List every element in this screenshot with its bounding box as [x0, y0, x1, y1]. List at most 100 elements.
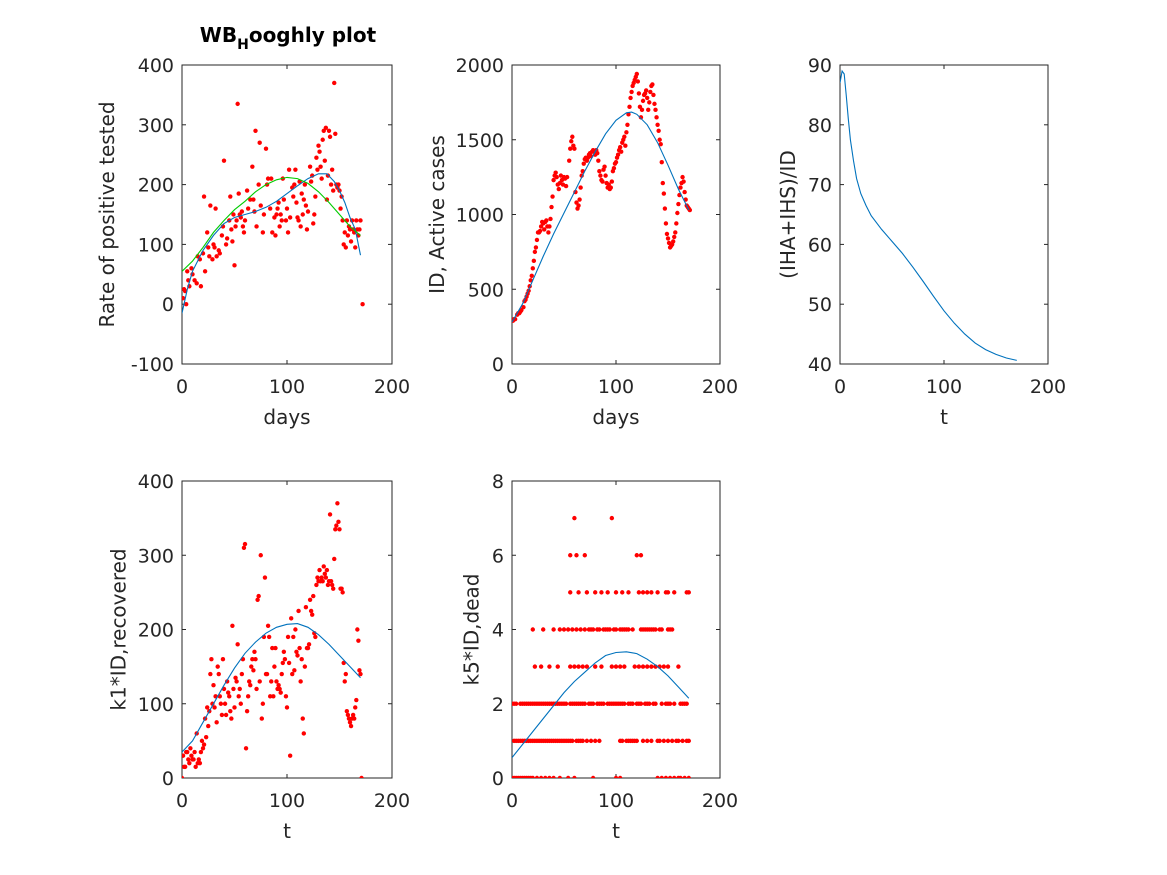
subplot-2-data-point	[615, 152, 621, 157]
subplot-5-data-point	[620, 590, 625, 595]
subplot-5-data-point	[663, 775, 669, 778]
subplot-1-data-point	[253, 128, 258, 133]
subplot-1-data-point	[303, 203, 309, 208]
subplot-2-data-point	[640, 98, 646, 104]
subplot-2-data-point	[664, 231, 670, 237]
subplot-4-data-point	[272, 664, 277, 669]
subplot-1-xtick-label: 200	[374, 376, 410, 398]
subplot-2-data-point	[556, 186, 561, 192]
subplot-4-data-point	[342, 679, 347, 684]
subplot-2-data-point	[654, 115, 659, 120]
subplot-4-ytick-label: 0	[162, 768, 174, 790]
subplot-1-data-point	[182, 296, 186, 301]
subplot-5-data-point	[538, 664, 544, 669]
subplot-1-fit-line-1	[182, 173, 362, 314]
subplot-2-data-point	[617, 145, 623, 150]
subplot-2-data-point	[572, 146, 577, 151]
subplot-1: WBHooghly plot 0 100 200-1000100200300400d…	[95, 23, 410, 429]
subplot-4-data-point	[247, 679, 252, 684]
subplot-1-data-point	[265, 176, 271, 181]
subplot-2-data-point	[660, 180, 665, 186]
subplot-4-data-point	[281, 649, 287, 654]
subplot-1-data-point	[254, 224, 259, 229]
subplot-2-data-point	[673, 230, 678, 235]
subplot-5-data-point	[661, 664, 667, 669]
subplot-4-data-point	[234, 679, 239, 684]
subplot-1-data-point	[281, 197, 287, 202]
subplot-3-plot-area	[840, 69, 1017, 361]
subplot-4-data-point	[290, 671, 295, 677]
subplot-5-data-point	[672, 701, 677, 706]
subplot-5-data-point	[530, 627, 535, 632]
subplot-5-data-point	[669, 627, 675, 632]
subplot-4-data-point	[262, 575, 268, 580]
subplot-1-data-point	[317, 149, 322, 154]
subplot-2-data-point	[611, 165, 617, 171]
subplot-4-data-point	[295, 653, 300, 658]
subplot-5-data-point	[613, 664, 619, 669]
subplot-5-data-point	[609, 664, 615, 669]
subplot-1-data-point	[212, 245, 217, 250]
subplot-4-data-point	[331, 586, 336, 591]
subplot-1-data-point	[239, 209, 245, 214]
subplot-1-data-point	[210, 257, 215, 262]
subplot-2-data-point	[646, 107, 651, 113]
subplot-4-axes-box	[181, 480, 393, 779]
subplot-5-data-point	[570, 738, 575, 744]
subplot-4-data-point	[197, 760, 203, 766]
subplot-5-data-point	[613, 775, 619, 778]
subplot-4-data-point	[319, 575, 324, 580]
subplot-2-data-point	[636, 91, 642, 96]
subplot-5-data-point	[655, 590, 660, 595]
subplot-1-data-point	[232, 263, 237, 268]
subplot-5-data-point	[551, 775, 556, 778]
subplot-2-data-point	[613, 159, 619, 165]
subplot-4-data-point	[347, 720, 353, 725]
subplot-1-data-point	[324, 197, 330, 202]
subplot-5-data-point	[630, 701, 635, 706]
subplot-4-data-point	[201, 742, 207, 747]
subplot-4-data-point	[306, 642, 312, 647]
subplot-3-ylabel: (IHA+IHS)/ID	[776, 150, 800, 279]
subplot-2-data-point	[533, 245, 539, 250]
subplot-4-data-point	[332, 556, 337, 562]
subplot-2-data-point	[598, 173, 603, 178]
subplot-4-data-point	[324, 567, 330, 573]
subplot-4-data-point	[182, 753, 186, 758]
subplot-5-data-point	[682, 775, 687, 778]
subplot-1-data-point	[224, 236, 230, 241]
subplot-1-data-point	[223, 242, 229, 247]
subplot-4-data-point	[355, 627, 360, 632]
subplot-5-data-point	[568, 553, 573, 558]
subplot-4-data-point	[321, 564, 326, 569]
subplot-4-data-point	[187, 760, 192, 766]
subplot-3-ytick-label: 90	[808, 55, 832, 77]
subplot-2-ylabel: ID, Active cases	[425, 135, 449, 294]
subplot-1-data-point	[294, 200, 299, 205]
subplot-1-data-point	[322, 158, 327, 163]
subplot-4-data-point	[278, 690, 283, 695]
subplot-2-data-point	[577, 197, 582, 202]
subplot-2-data-point	[544, 218, 549, 223]
subplot-1-data-point	[347, 227, 353, 232]
subplot-4-data-point	[302, 664, 308, 669]
subplot-5-data-point	[590, 775, 596, 778]
subplot-2-data-point	[661, 191, 667, 196]
subplot-5-ytick-label: 4	[492, 620, 504, 642]
subplot-4-data-point	[241, 545, 247, 551]
subplot-2-data-point	[529, 273, 534, 278]
subplot-2-data-point	[569, 139, 574, 144]
subplot-2-data-point	[553, 170, 558, 175]
subplot-1-data-point	[292, 182, 297, 187]
subplot-5-data-point	[593, 738, 598, 744]
subplot-4-data-point	[308, 608, 314, 614]
subplot-5-data-point	[659, 775, 664, 778]
subplot-2-data-point	[678, 185, 683, 190]
subplot-2-data-point	[608, 185, 613, 190]
subplot-4-ytick-label: 300	[138, 545, 174, 567]
subplot-4-data-point	[188, 746, 193, 751]
subplot-5-data-point	[597, 738, 602, 744]
subplot-4-data-point	[251, 668, 256, 673]
subplot-4-data-point	[182, 764, 188, 770]
